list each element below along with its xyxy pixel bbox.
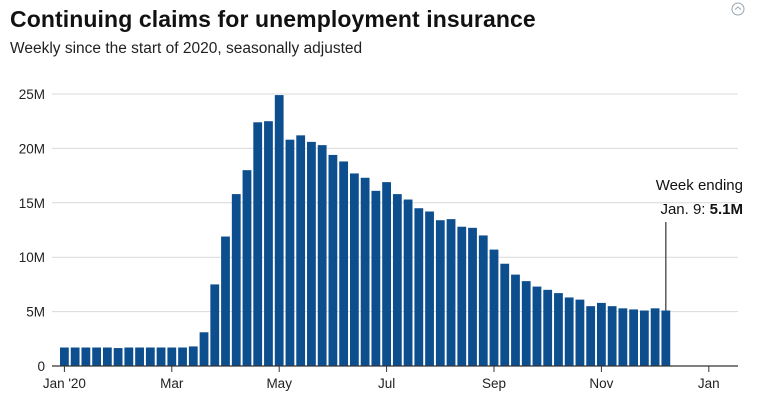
- bar: [124, 347, 134, 366]
- x-tick-label: May: [266, 376, 292, 391]
- y-tick-label: 5M: [26, 305, 45, 320]
- bar: [446, 219, 456, 366]
- bar: [178, 347, 187, 366]
- bar: [425, 211, 434, 366]
- bar: [188, 346, 198, 366]
- x-tick-label: Jan '20: [43, 376, 86, 391]
- y-tick-label: 0: [37, 359, 45, 374]
- annotation: Week ending Jan. 9: 5.1M: [656, 177, 743, 311]
- bar: [285, 139, 295, 366]
- annotation-line2: Jan. 9: 5.1M: [660, 201, 743, 218]
- bar: [618, 308, 628, 366]
- bar: [403, 199, 413, 366]
- bar: [307, 141, 316, 366]
- bar: [414, 208, 424, 366]
- bar: [607, 306, 617, 366]
- chart-subtitle: Weekly since the start of 2020, seasonal…: [10, 40, 363, 57]
- bar: [253, 122, 263, 367]
- bar: [199, 332, 209, 366]
- y-tick-label: 10M: [19, 250, 45, 265]
- bar: [500, 263, 510, 366]
- bar: [328, 154, 338, 366]
- bar: [360, 177, 370, 366]
- bar: [629, 309, 639, 366]
- bar: [564, 297, 574, 366]
- chart-title: Continuing claims for unemployment insur…: [10, 6, 536, 32]
- annotation-value: 5.1M: [710, 201, 743, 218]
- bar: [274, 95, 284, 366]
- bar: [650, 308, 660, 366]
- x-axis: Jan '20 Mar May Jul Sep Nov Jan: [43, 365, 738, 391]
- bar: [457, 226, 467, 366]
- x-tick-label: Sep: [482, 376, 506, 391]
- share-icon[interactable]: [731, 2, 745, 16]
- bar: [167, 347, 177, 366]
- bar: [468, 227, 477, 366]
- bar: [435, 220, 445, 366]
- bar: [575, 299, 585, 366]
- bar: [339, 161, 349, 366]
- bar: [92, 347, 102, 366]
- bar: [597, 302, 606, 366]
- bar: [639, 310, 649, 366]
- bar: [113, 348, 123, 366]
- bar: [102, 347, 112, 366]
- bar: [586, 306, 596, 366]
- annotation-line1: Week ending: [656, 177, 743, 194]
- bar: [296, 135, 306, 366]
- bar: [543, 289, 553, 366]
- annotation-prefix: Jan. 9:: [660, 201, 709, 218]
- bar: [60, 347, 69, 366]
- bar: [521, 281, 531, 366]
- bar: [554, 293, 563, 366]
- bar: [392, 194, 402, 366]
- bar: [210, 284, 220, 366]
- bar: [317, 145, 327, 366]
- bar: [382, 182, 391, 366]
- y-tick-label: 20M: [19, 141, 45, 156]
- bar: [371, 190, 381, 366]
- bar: [532, 286, 542, 366]
- x-tick-label: Jan: [698, 376, 720, 391]
- x-tick-label: Mar: [160, 376, 184, 391]
- bar: [156, 347, 166, 366]
- bar: [145, 347, 155, 366]
- bars: [60, 95, 671, 367]
- bar: [489, 249, 499, 366]
- bar: [135, 347, 144, 366]
- bar: [478, 235, 488, 366]
- x-tick-label: Nov: [589, 376, 613, 391]
- bar: [264, 121, 273, 366]
- y-tick-label: 15M: [19, 196, 45, 211]
- bar: [231, 194, 241, 366]
- bar: [221, 236, 230, 366]
- y-tick-label: 25M: [19, 87, 45, 102]
- x-tick-label: Jul: [378, 376, 395, 391]
- bar: [511, 274, 520, 366]
- bar: [349, 173, 359, 366]
- bar: [81, 347, 91, 366]
- bar: [242, 170, 252, 366]
- bar: [70, 347, 80, 366]
- y-axis-labels: 0 5M 10M 15M 20M 25M: [19, 87, 45, 374]
- bar: [661, 310, 671, 366]
